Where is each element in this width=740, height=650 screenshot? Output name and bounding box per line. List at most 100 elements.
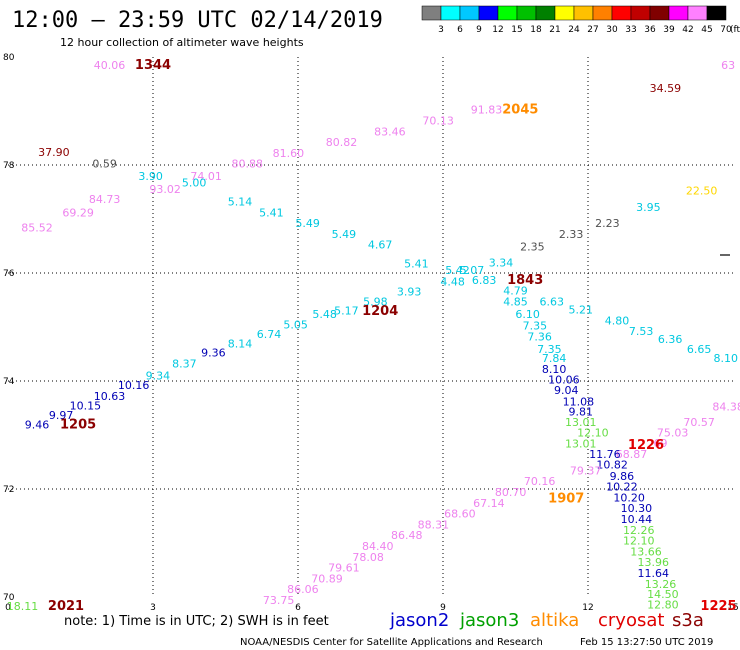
wave-height-label: 12.10	[623, 535, 655, 548]
wave-height-label: 74.01	[190, 170, 222, 183]
satellite-name: altika	[530, 610, 579, 631]
wave-height-label: 10.20	[613, 491, 645, 504]
wave-height-label: 69.29	[62, 206, 94, 219]
wave-height-label: 9.86	[610, 470, 635, 483]
legend-swatch	[516, 5, 537, 21]
wave-height-label: 80.82	[326, 136, 358, 149]
legend-swatch	[421, 5, 442, 21]
map-subtitle: 12 hour collection of altimeter wave hei…	[60, 36, 304, 49]
legend-label: 27	[587, 25, 598, 35]
wave-height-label: 2045	[502, 103, 538, 118]
y-tick-label: 70	[3, 593, 15, 603]
wave-height-label: 70.13	[422, 115, 454, 128]
wave-height-label: 78.08	[352, 551, 384, 564]
wave-height-label: 84.73	[89, 193, 121, 206]
wave-height-label: 2.23	[595, 217, 620, 230]
wave-height-label: 84.38	[712, 401, 740, 414]
legend-label: 9	[476, 25, 482, 35]
wave-height-label: 5.48	[312, 308, 337, 321]
wave-height-label: 14.50	[647, 588, 679, 601]
satellite-name: cryosat	[598, 610, 664, 631]
wave-height-label: 69	[654, 437, 668, 450]
wave-height-label: 93.02	[149, 183, 181, 196]
wave-height-label: 1843	[507, 273, 543, 288]
legend-swatch	[687, 5, 708, 21]
wave-height-label: 5.41	[259, 206, 284, 219]
legend-swatch	[592, 5, 613, 21]
wave-height-label: 63	[721, 59, 735, 72]
wave-height-label: 7.35	[537, 343, 562, 356]
wave-height-label: 9.97	[49, 409, 74, 422]
legend-swatch	[535, 5, 556, 21]
satellite-name: jason2	[389, 610, 449, 631]
legend-label: 30	[606, 25, 618, 35]
wave-height-label: 5.00	[182, 177, 207, 190]
wave-height-label: 2021	[48, 599, 84, 614]
wave-height-label: 13.26	[645, 578, 677, 591]
wave-height-points: 40.06 134434.5963204591.8370.1383.4680.82…	[7, 58, 740, 614]
wave-height-label: 12.10	[577, 427, 609, 440]
wave-height-label: 84.40	[362, 540, 394, 553]
legend-label: 24	[568, 25, 580, 35]
wave-height-label: 6.65	[687, 343, 712, 356]
wave-height-label: 68.87	[616, 448, 648, 461]
wave-height-label: 70.57	[683, 416, 715, 429]
wave-height-label: 5.21	[569, 304, 594, 317]
legend-label: 12	[492, 25, 503, 35]
wave-height-label: 5.49	[295, 217, 320, 230]
legend-label: 21	[549, 25, 560, 35]
wave-height-label: 9.34	[146, 369, 171, 382]
wave-height-label: 1204	[362, 304, 398, 319]
wave-height-label: 4.48	[440, 275, 465, 288]
legend-label: 42	[682, 25, 693, 35]
legend-swatch	[573, 5, 594, 21]
legend-swatch	[649, 5, 670, 21]
satellite-name: jason3	[459, 610, 519, 631]
wave-height-label: 12.26	[623, 524, 655, 537]
wave-height-label: 11.08	[563, 395, 595, 408]
legend-label: 36	[644, 25, 656, 35]
x-tick-label: 0	[5, 603, 11, 613]
wave-height-label: 10.16	[118, 379, 150, 392]
footer-note: note: 1) Time is in UTC; 2) SWH is in fe…	[64, 614, 329, 629]
wave-height-label: 3.34	[489, 257, 514, 270]
wave-height-label: 86.06	[287, 583, 319, 596]
wave-height-label: 5.14	[228, 196, 253, 209]
wave-height-label: 67.14	[473, 497, 505, 510]
wave-height-label: 8.10	[542, 363, 567, 376]
wave-height-label: 79.37	[570, 464, 602, 477]
wave-height-label: 9.36	[201, 347, 226, 360]
wave-height-label: 88.31	[418, 518, 450, 531]
wave-height-label: 9.46	[25, 419, 50, 432]
wave-height-label: 7.53	[629, 325, 654, 338]
wave-height-label: 1907	[548, 492, 584, 507]
wave-height-label: 13.96	[638, 556, 670, 569]
wave-height-label: 80.88	[232, 158, 264, 171]
wave-height-label: 11.64	[638, 567, 670, 580]
wave-height-label: 10.22	[606, 481, 638, 494]
wave-height-label: 9.81	[569, 406, 594, 419]
wave-height-label: 5.49	[332, 228, 357, 241]
wave-height-label: 7.36	[527, 331, 552, 344]
satellite-legend: jason2 jason3 altika cryosat s3a	[389, 610, 704, 631]
wave-height-label: 10.06	[548, 374, 580, 387]
wave-height-label: 3.93	[397, 286, 422, 299]
wave-height-label: 13.01	[565, 437, 597, 450]
wave-height-label: 8.37	[172, 358, 197, 371]
legend-swatch	[611, 5, 632, 21]
x-tick-label: 9	[440, 603, 446, 613]
wave-height-label: 5.17	[334, 305, 359, 318]
wave-height-label: 70.89	[311, 572, 343, 585]
legend-swatch	[668, 5, 689, 21]
y-tick-label: 76	[3, 269, 15, 279]
wave-height-label: 91.83	[471, 104, 503, 117]
timestamp-text: Feb 15 13:27:50 UTC 2019	[580, 637, 713, 648]
wave-height-label: 37.90	[38, 146, 70, 159]
wave-height-label: 1344	[135, 58, 171, 73]
x-tick-label: 15	[727, 603, 738, 613]
grid-lines	[8, 57, 733, 597]
wave-height-label: 34.59	[650, 82, 682, 95]
